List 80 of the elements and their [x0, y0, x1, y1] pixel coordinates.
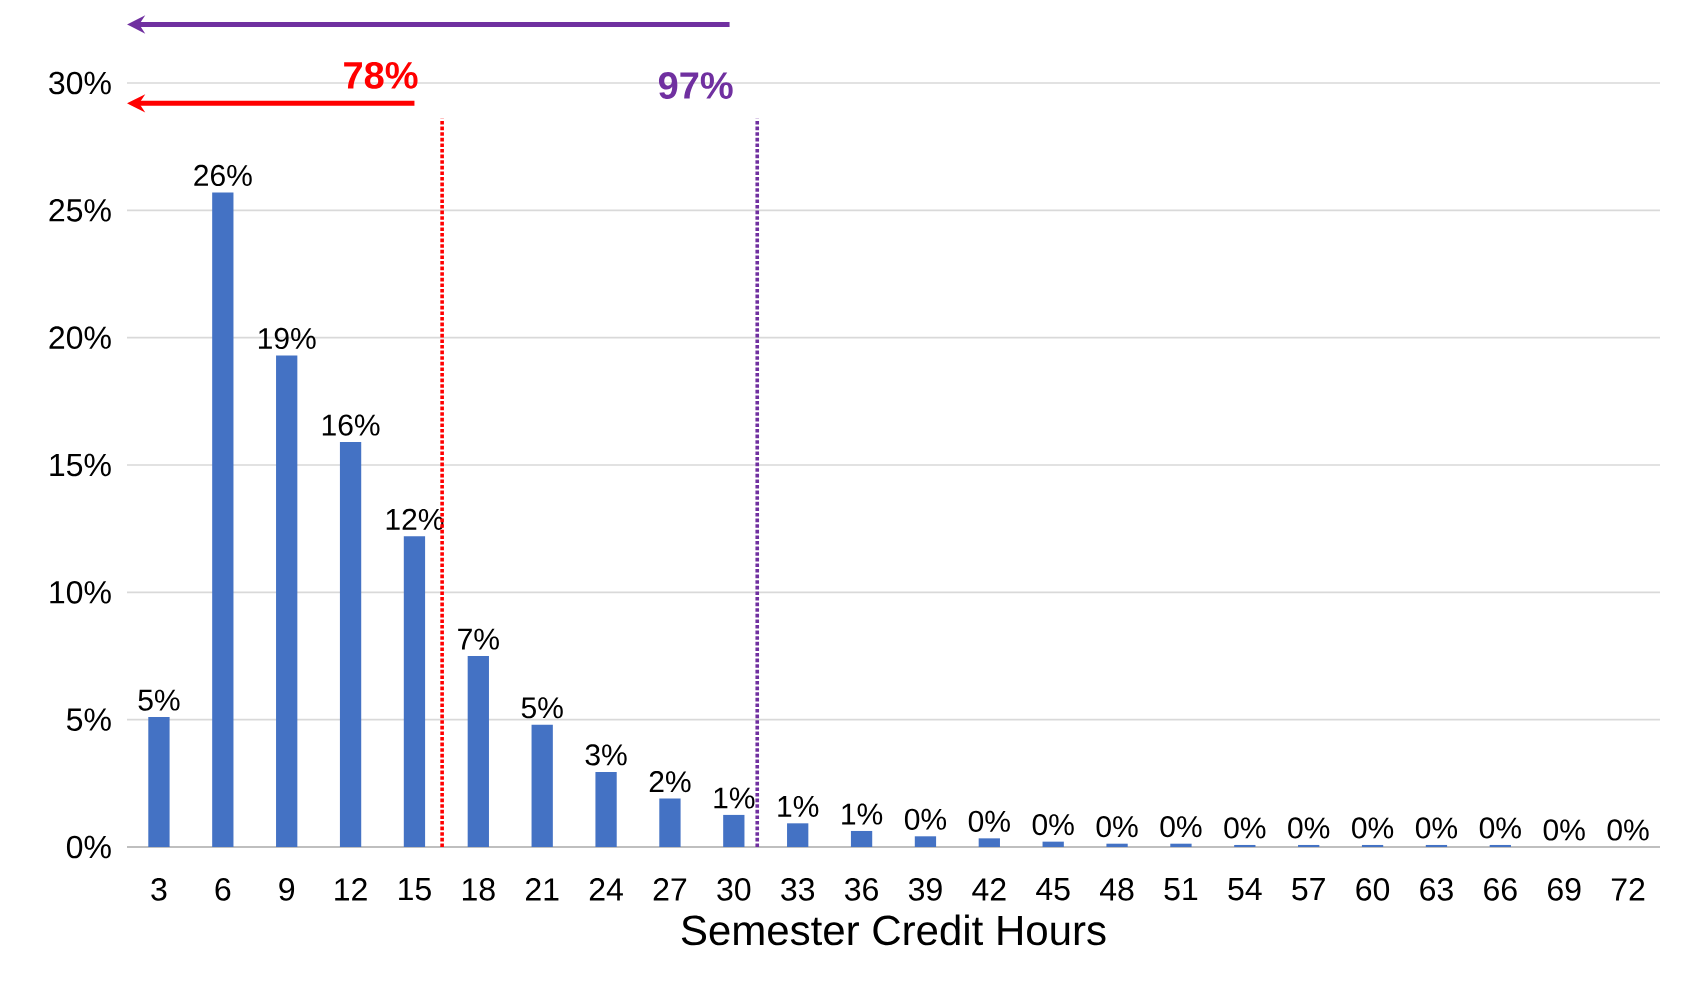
- x-tick-label: 63: [1420, 878, 1453, 901]
- data-label: 16%: [322, 414, 380, 436]
- bar: [1361, 844, 1384, 847]
- x-tick-label: 9: [279, 878, 295, 901]
- bar: [978, 838, 1000, 847]
- data-label: 0%: [1415, 817, 1458, 839]
- bar: [1042, 841, 1064, 847]
- x-tick-label: 72: [1611, 878, 1645, 901]
- annotation: 97%: [658, 72, 733, 99]
- bar: [1170, 843, 1192, 847]
- bar: [467, 656, 489, 847]
- data-label: 7%: [458, 628, 499, 650]
- data-label: 5%: [138, 689, 180, 711]
- data-label: 1%: [714, 787, 755, 809]
- bar: [787, 823, 809, 847]
- data-label: 0%: [1224, 817, 1266, 839]
- x-tick-label: 3: [151, 878, 167, 901]
- bar: [339, 442, 362, 847]
- bar: [595, 771, 617, 847]
- data-label: 0%: [1096, 816, 1138, 838]
- x-tick-label: 24: [589, 878, 623, 901]
- data-label: 0%: [904, 808, 947, 830]
- data-label: 1%: [842, 803, 883, 825]
- data-label: 2%: [649, 771, 691, 793]
- bar: [148, 717, 170, 847]
- data-label: 5%: [521, 697, 563, 719]
- y-tick-label: 5%: [66, 708, 111, 731]
- y-tick-label: 0%: [66, 835, 111, 859]
- bar: [1425, 844, 1448, 847]
- x-tick-label: 27: [653, 878, 687, 901]
- data-label: 0%: [1607, 819, 1649, 841]
- data-label: 0%: [968, 810, 1010, 832]
- bar: [531, 724, 553, 847]
- x-tick-label: 54: [1228, 878, 1262, 901]
- bar: [212, 192, 234, 847]
- x-tick-label: 48: [1099, 878, 1134, 901]
- data-label: 1%: [778, 795, 819, 817]
- bar: [659, 798, 681, 847]
- data-label: 26%: [194, 164, 252, 187]
- x-tick-label: 57: [1292, 878, 1325, 901]
- y-tick-label: 30%: [49, 71, 111, 95]
- x-tick-label: 42: [972, 878, 1006, 901]
- data-label: 0%: [1479, 817, 1521, 839]
- x-tick-label: 66: [1484, 878, 1517, 901]
- x-tick-label: 21: [526, 878, 559, 901]
- data-label: 3%: [585, 744, 627, 766]
- x-tick-label: 18: [462, 878, 495, 901]
- annotation: 78%: [344, 61, 418, 89]
- bar: [1298, 844, 1320, 847]
- x-tick-label: 36: [845, 878, 878, 901]
- y-tick-label: 15%: [50, 453, 111, 477]
- x-tick-label: 33: [781, 878, 815, 901]
- bar: [723, 814, 745, 847]
- x-tick-label: 60: [1356, 878, 1390, 901]
- data-label: 0%: [1352, 817, 1394, 839]
- data-label: 0%: [1543, 819, 1585, 841]
- x-tick-label: 39: [908, 878, 942, 901]
- data-label: 0%: [1160, 816, 1202, 838]
- x-tick-label: 45: [1036, 878, 1070, 901]
- bar: [914, 836, 937, 847]
- data-label: 19%: [258, 327, 316, 350]
- bar: [403, 536, 426, 847]
- data-label: 12%: [386, 508, 444, 530]
- x-axis-title: Semester Credit Hours: [681, 914, 1106, 946]
- x-tick-label: 12: [335, 878, 367, 901]
- data-label: 0%: [1288, 817, 1330, 839]
- y-tick-label: 20%: [49, 326, 111, 349]
- x-tick-label: 15: [399, 878, 431, 901]
- bar: [1234, 844, 1256, 847]
- bar: [276, 355, 298, 847]
- data-label: 0%: [1032, 814, 1074, 836]
- y-tick-label: 10%: [50, 581, 111, 604]
- x-tick-label: 30: [717, 878, 751, 901]
- x-tick-label: 69: [1548, 878, 1581, 901]
- x-tick-label: 6: [215, 878, 231, 901]
- x-tick-label: 51: [1164, 878, 1198, 901]
- bar: [1489, 844, 1511, 847]
- bar: [1106, 843, 1128, 847]
- y-tick-label: 25%: [49, 199, 111, 222]
- bar: [850, 830, 873, 847]
